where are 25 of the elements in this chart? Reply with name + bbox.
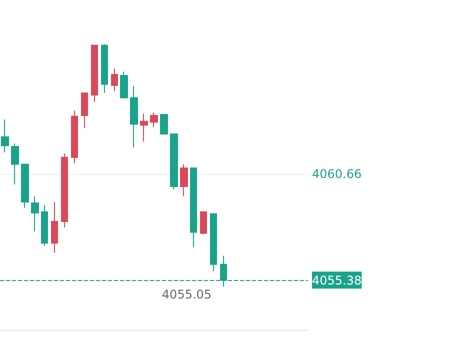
candlestick bbox=[120, 71, 128, 98]
annotation: 4055.05 bbox=[162, 288, 212, 302]
candlestick bbox=[150, 112, 158, 128]
candlestick bbox=[81, 92, 88, 129]
candlestick bbox=[170, 134, 178, 190]
candlestick bbox=[21, 164, 29, 208]
candlestick bbox=[41, 204, 48, 246]
candlestick bbox=[1, 118, 9, 153]
candlestick bbox=[130, 86, 138, 148]
y-tick-label: 4060.66 bbox=[312, 166, 362, 181]
candlestick bbox=[160, 114, 168, 135]
candlestick bbox=[140, 112, 148, 142]
candlestick bbox=[71, 110, 78, 164]
candlestick bbox=[200, 211, 207, 235]
candlestick bbox=[11, 143, 19, 186]
candlestick bbox=[210, 213, 217, 272]
candlestick bbox=[51, 202, 58, 254]
candlestick bbox=[61, 152, 68, 228]
candlestick bbox=[101, 44, 108, 94]
candlestick bbox=[91, 44, 98, 102]
y-tick-label: 4055.38 bbox=[312, 274, 362, 288]
candlestick bbox=[190, 168, 197, 248]
candlestick bbox=[180, 164, 188, 197]
candlestick bbox=[31, 196, 39, 232]
candlestick bbox=[111, 68, 118, 92]
